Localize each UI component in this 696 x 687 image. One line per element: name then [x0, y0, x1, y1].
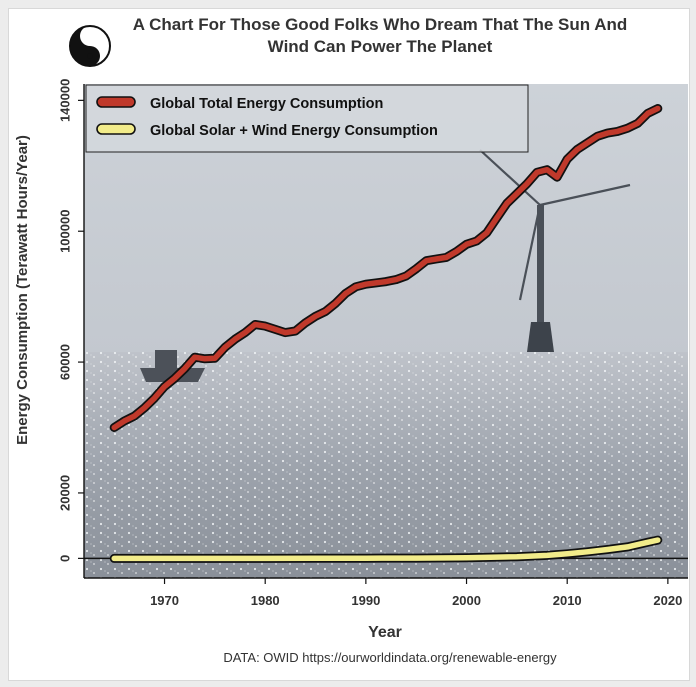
x-tick-label: 2000: [452, 593, 481, 608]
series-line: [111, 105, 661, 431]
legend-box: [85, 84, 529, 153]
legend-label-solar-wind: Global Solar + Wind Energy Consumption: [150, 123, 438, 139]
data-source-note: DATA: OWID https://ourworldindata.org/re…: [223, 650, 557, 665]
legend: Global Total Energy Consumption Global S…: [85, 84, 529, 153]
legend-swatch-total: [96, 96, 136, 108]
yin-yang-logo-icon: [69, 25, 111, 67]
legend-swatch-solar-wind: [96, 123, 136, 135]
x-tick-label: 1990: [351, 593, 380, 608]
y-axis-label: Energy Consumption (Terawatt Hours/Year): [14, 135, 31, 445]
series-total-energy: [109, 104, 663, 432]
legend-label-total: Global Total Energy Consumption: [150, 96, 383, 112]
background-photo: [84, 84, 688, 578]
y-tick-label: 100000: [57, 210, 72, 253]
y-tick-label: 20000: [57, 475, 72, 511]
chart-title: A Chart For Those Good Folks Who Dream T…: [132, 15, 628, 56]
y-tick-label: 60000: [57, 344, 72, 380]
axes: 1970 1980 1990 2000 2010 2020 0 20000 60000 10000…: [57, 79, 688, 608]
sea-sparkle: [84, 352, 688, 578]
series-line: [111, 537, 661, 562]
y-tick-label: 140000: [57, 79, 72, 122]
series-layer: [109, 104, 663, 563]
x-tick-label: 2010: [553, 593, 582, 608]
wind-turbine: [479, 149, 631, 352]
x-tick-label: 2020: [653, 593, 682, 608]
series-solar-wind: [109, 535, 663, 563]
x-tick-label: 1970: [150, 593, 179, 608]
x-axis-label: Year: [368, 624, 402, 641]
y-tick-label: 0: [57, 555, 72, 562]
x-tick-label: 1980: [251, 593, 280, 608]
